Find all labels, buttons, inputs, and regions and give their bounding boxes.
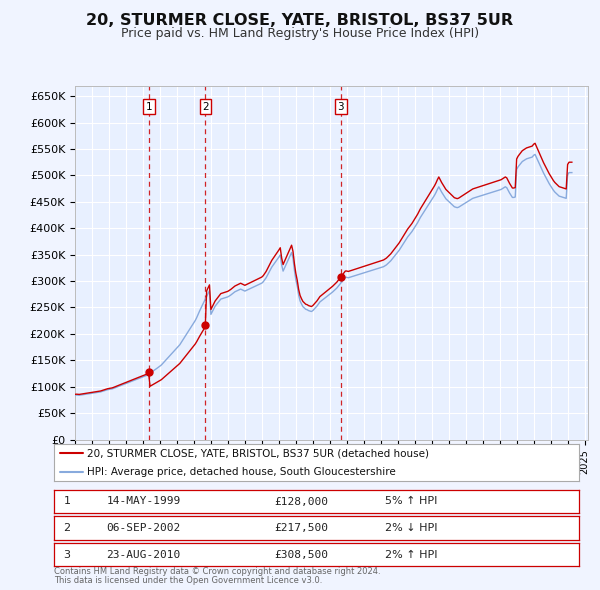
Text: Price paid vs. HM Land Registry's House Price Index (HPI): Price paid vs. HM Land Registry's House … [121, 27, 479, 40]
Text: 14-MAY-1999: 14-MAY-1999 [107, 497, 181, 506]
Text: 2: 2 [64, 523, 71, 533]
Text: 20, STURMER CLOSE, YATE, BRISTOL, BS37 5UR (detached house): 20, STURMER CLOSE, YATE, BRISTOL, BS37 5… [86, 448, 428, 458]
Text: 1: 1 [64, 497, 71, 506]
Text: 23-AUG-2010: 23-AUG-2010 [107, 550, 181, 559]
Text: This data is licensed under the Open Government Licence v3.0.: This data is licensed under the Open Gov… [54, 576, 322, 585]
Text: 5% ↑ HPI: 5% ↑ HPI [385, 497, 437, 506]
Text: 2: 2 [202, 101, 209, 112]
Text: 20, STURMER CLOSE, YATE, BRISTOL, BS37 5UR: 20, STURMER CLOSE, YATE, BRISTOL, BS37 5… [86, 13, 514, 28]
Text: 3: 3 [64, 550, 71, 559]
Text: 1: 1 [146, 101, 152, 112]
Text: 2% ↑ HPI: 2% ↑ HPI [385, 550, 437, 559]
Text: £128,000: £128,000 [275, 497, 329, 506]
Text: 06-SEP-2002: 06-SEP-2002 [107, 523, 181, 533]
Text: £217,500: £217,500 [275, 523, 329, 533]
Text: 3: 3 [337, 101, 344, 112]
Text: £308,500: £308,500 [275, 550, 329, 559]
Text: Contains HM Land Registry data © Crown copyright and database right 2024.: Contains HM Land Registry data © Crown c… [54, 568, 380, 576]
Text: 2% ↓ HPI: 2% ↓ HPI [385, 523, 437, 533]
Text: HPI: Average price, detached house, South Gloucestershire: HPI: Average price, detached house, Sout… [86, 467, 395, 477]
